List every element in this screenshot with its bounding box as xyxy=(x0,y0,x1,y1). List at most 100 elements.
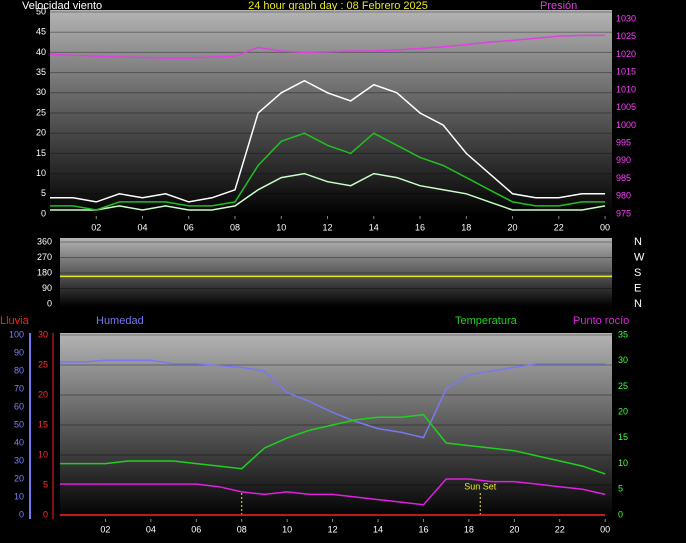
y2-tick-label: 985 xyxy=(616,173,631,183)
y3-tick-label: 30 xyxy=(14,455,24,465)
y-tick-label: 270 xyxy=(37,252,52,262)
x-tick-label: 16 xyxy=(415,222,425,232)
x-tick-label: 02 xyxy=(91,222,101,232)
x-tick-label: 12 xyxy=(328,524,338,534)
x-tick-label: 06 xyxy=(184,222,194,232)
y-tick-label: 15 xyxy=(38,419,48,429)
y2-tick-label: N xyxy=(634,298,642,310)
y3-tick-label: 100 xyxy=(9,329,24,339)
y2-tick-label: 995 xyxy=(616,137,631,147)
x-tick-label: 00 xyxy=(600,524,610,534)
y2-tick-label: N xyxy=(634,236,642,248)
legend-label: Humedad xyxy=(96,315,144,327)
x-tick-label: 02 xyxy=(100,524,110,534)
x-tick-label: 12 xyxy=(323,222,333,232)
y2-tick-label: 980 xyxy=(616,191,631,201)
x-tick-label: 04 xyxy=(146,524,156,534)
y2-tick-label: 1015 xyxy=(616,67,636,77)
series-line xyxy=(50,172,606,211)
y-tick-label: 15 xyxy=(36,148,46,158)
y-tick-label: 5 xyxy=(41,188,46,198)
annotation: Sun Set xyxy=(464,481,497,491)
y2-tick-label: 20 xyxy=(618,407,628,417)
y2-tick-label: 25 xyxy=(618,381,628,391)
x-tick-label: 10 xyxy=(276,222,286,232)
graph-title: 24 hour graph day : 08 Febrero 2025 xyxy=(248,0,428,12)
y3-tick-label: 90 xyxy=(14,347,24,357)
y2-tick-label: 1025 xyxy=(616,31,636,41)
y3-tick-label: 80 xyxy=(14,365,24,375)
y2-tick-label: 0 xyxy=(618,509,623,519)
y-tick-label: 30 xyxy=(38,329,48,339)
x-tick-label: 14 xyxy=(373,524,383,534)
y2-tick-label: 35 xyxy=(618,329,628,339)
y-tick-label: 360 xyxy=(37,236,52,246)
y2-tick-label: 1030 xyxy=(616,13,636,23)
y3-tick-label: 40 xyxy=(14,437,24,447)
y2-tick-label: 1000 xyxy=(616,120,636,130)
x-tick-label: 00 xyxy=(600,222,610,232)
plot-area xyxy=(60,238,612,307)
y2-tick-label: 5 xyxy=(618,484,623,494)
x-tick-label: 08 xyxy=(237,524,247,534)
y3-tick-label: 50 xyxy=(14,419,24,429)
x-tick-label: 10 xyxy=(282,524,292,534)
x-tick-label: 08 xyxy=(230,222,240,232)
x-tick-label: 20 xyxy=(509,524,519,534)
y-tick-label: 50 xyxy=(36,6,46,16)
x-tick-label: 20 xyxy=(508,222,518,232)
y-tick-label: 0 xyxy=(41,208,46,218)
y-tick-label: 25 xyxy=(36,107,46,117)
y2-tick-label: W xyxy=(634,251,645,263)
y2-tick-label: 10 xyxy=(618,458,628,468)
series-line xyxy=(60,413,606,475)
series-line xyxy=(49,34,606,59)
y2-tick-label: 15 xyxy=(618,432,628,442)
y-tick-label: 20 xyxy=(36,128,46,138)
series-line xyxy=(50,79,606,203)
y-tick-label: 40 xyxy=(36,47,46,57)
y-tick-label: 90 xyxy=(42,283,52,293)
y2-tick-label: S xyxy=(634,267,641,279)
x-tick-label: 22 xyxy=(554,222,564,232)
y-tick-label: 0 xyxy=(47,298,52,308)
legend-label: Punto rocío xyxy=(573,315,629,327)
y3-tick-label: 0 xyxy=(19,509,24,519)
y2-tick-label: 1010 xyxy=(616,84,636,94)
y-tick-label: 5 xyxy=(43,479,48,489)
legend-label: Temperatura xyxy=(455,315,518,327)
series-line xyxy=(60,359,606,439)
y2-tick-label: 1005 xyxy=(616,102,636,112)
x-tick-label: 22 xyxy=(555,524,565,534)
y3-tick-label: 70 xyxy=(14,383,24,393)
y-tick-label: 30 xyxy=(36,87,46,97)
y-tick-label: 45 xyxy=(36,27,46,37)
x-tick-label: 04 xyxy=(138,222,148,232)
y-tick-label: 25 xyxy=(38,359,48,369)
y-tick-label: 10 xyxy=(36,168,46,178)
pressure-label: Presión xyxy=(540,0,577,12)
y-tick-label: 10 xyxy=(38,449,48,459)
x-tick-label: 06 xyxy=(191,524,201,534)
legend-label: Lluvia xyxy=(0,315,30,327)
y2-tick-label: 975 xyxy=(616,208,631,218)
x-tick-label: 18 xyxy=(461,222,471,232)
y3-tick-label: 20 xyxy=(14,473,24,483)
series-line xyxy=(60,478,606,506)
y2-tick-label: 1020 xyxy=(616,49,636,59)
y-tick-label: 35 xyxy=(36,67,46,77)
x-tick-label: 14 xyxy=(369,222,379,232)
plot-area xyxy=(60,333,612,519)
y3-tick-label: 10 xyxy=(14,491,24,501)
y-tick-label: 20 xyxy=(38,389,48,399)
y-tick-label: 0 xyxy=(43,509,48,519)
y2-tick-label: E xyxy=(634,282,641,294)
x-tick-label: 16 xyxy=(418,524,428,534)
y3-tick-label: 60 xyxy=(14,401,24,411)
y2-tick-label: 990 xyxy=(616,155,631,165)
y-tick-label: 180 xyxy=(37,267,52,277)
x-tick-label: 18 xyxy=(464,524,474,534)
wind-label: Velocidad viento xyxy=(22,0,102,12)
y2-tick-label: 30 xyxy=(618,355,628,365)
